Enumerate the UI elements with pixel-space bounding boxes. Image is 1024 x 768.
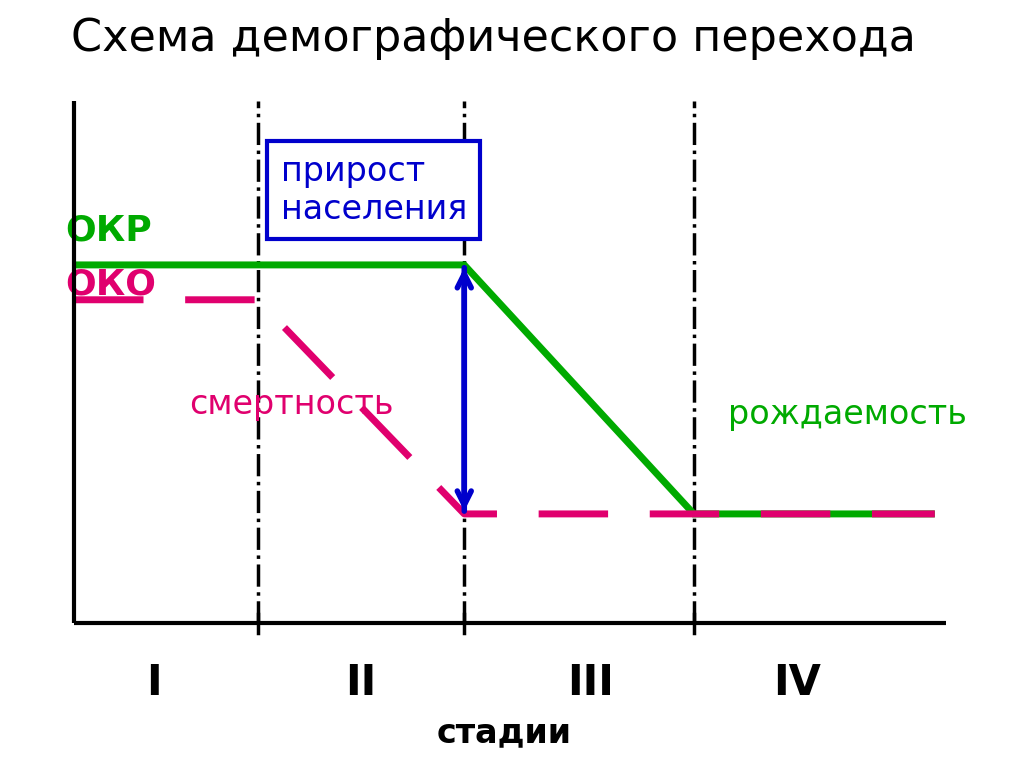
Title: Схема демографического перехода: Схема демографического перехода — [71, 17, 915, 60]
Text: стадии: стадии — [437, 717, 572, 750]
Text: ОКО: ОКО — [65, 268, 156, 302]
Text: I: I — [146, 662, 162, 704]
Text: прирост
населения: прирост населения — [281, 154, 467, 226]
Text: рождаемость: рождаемость — [728, 398, 967, 431]
Text: IV: IV — [773, 662, 821, 704]
Text: II: II — [345, 662, 377, 704]
Text: смертность: смертность — [188, 388, 393, 421]
Text: ОКР: ОКР — [65, 213, 152, 247]
Text: III: III — [567, 662, 614, 704]
